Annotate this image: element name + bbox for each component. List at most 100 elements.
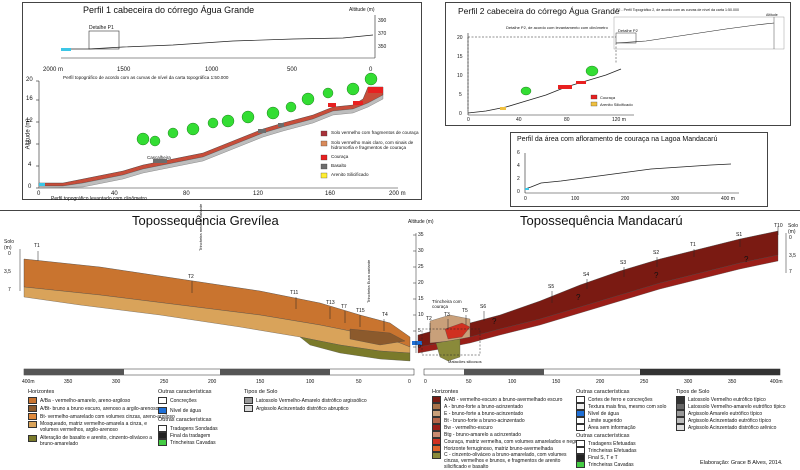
right-scale-7: 350 xyxy=(728,379,737,385)
panel-1-legend-2: Couraça xyxy=(331,154,349,159)
inset-1-ytick-1: 370 xyxy=(378,31,387,37)
panel-1-callout: Cascalheira xyxy=(147,155,171,160)
right-legend-other-4: Área sem informação xyxy=(576,424,636,431)
right-scale-4: 200 xyxy=(596,379,605,385)
right-legend-horizon-4-label: Bw - vermelho-escuro xyxy=(444,424,493,431)
title-mandacaru: Topossequência Mandacarú xyxy=(520,213,683,228)
left-legend-horizon-4-label: Alteração de basalto e arenito, cinzento… xyxy=(40,435,153,447)
panel-1-xtick-0: 0 xyxy=(37,191,41,197)
right-legend-horizon-6-label: Couraça, matriz vermelha, com volumes am… xyxy=(444,438,582,445)
left-soil-tick-2: 7 xyxy=(8,287,11,293)
trench-right-t5: T5 xyxy=(462,308,468,314)
left-legend-other2-0-label: Tradagens Sondadas xyxy=(170,425,218,432)
left-legend-horizon-0: A/Ba - vermelho-amarelo, areno-argiloso xyxy=(28,397,130,404)
panel-1-xtick-5: 200 m xyxy=(389,191,406,197)
panel-topossequencias: Topossequência Grevílea Topossequência M… xyxy=(0,204,800,470)
trench-right-t10: T10 xyxy=(774,223,783,229)
panel-1-legend-swatch-4 xyxy=(320,172,328,179)
left-legend-horizon-1: A/Bt- bruno a bruno escuro, arenoso a ar… xyxy=(28,405,158,412)
panel-2-xtick-3: 120 m xyxy=(612,117,626,123)
trench-left-t15: T15 xyxy=(356,308,365,314)
panel-1-trees xyxy=(136,72,378,147)
panel-1-ytick-4: 16 xyxy=(26,96,33,102)
panel-1-ytick-3: 12 xyxy=(26,118,33,124)
left-scale-7: 50 xyxy=(356,379,362,385)
center-tick-7: 0 xyxy=(418,344,421,350)
left-legend-other-0: Concreções xyxy=(158,397,197,404)
inset-1-axis-title: Altitude (m) xyxy=(349,7,375,13)
right-soil-tick-1: 3,5 xyxy=(789,253,796,259)
panel-mandacaru-profile: Perfil da área com afloramento de couraç… xyxy=(510,132,768,207)
right-legend-horizon-5-label: Btg - bruno-amarelo a acinzentado xyxy=(444,431,521,438)
question-mark-4: ? xyxy=(744,255,749,264)
panel-2-ytick-3: 15 xyxy=(457,54,463,60)
panel-2-profile xyxy=(467,68,622,114)
panel-1-legend-1: Solo vermelho mais claro, com sinais de … xyxy=(331,140,414,150)
mandacaru-horizon-c xyxy=(435,338,461,362)
right-legend-horizons-title: Horizontes xyxy=(432,389,459,395)
annotation-medida: Trincheira medida variante xyxy=(198,203,203,251)
left-legend-soils-title: Tipos de Solo xyxy=(244,389,278,395)
right-legend-other-0-label: Cortes de ferro e concreções xyxy=(588,396,653,403)
trench-left-t2: T2 xyxy=(188,274,194,280)
panel-3-xtick-1: 100 xyxy=(571,196,580,202)
panel-2-legend-swatch-0 xyxy=(590,94,598,100)
question-mark-1: ? xyxy=(492,317,497,326)
right-scale-2: 100 xyxy=(508,379,517,385)
left-scale-8: 0 xyxy=(408,379,411,385)
right-legend-soil-2-label: Argissolo Amarelo eutrófico típico xyxy=(688,410,763,417)
inset-1-ytick-0: 390 xyxy=(378,18,387,24)
inset-1-xtick-2: 1000 xyxy=(205,67,219,73)
panel-2-ytick-0: 0 xyxy=(459,111,462,117)
left-legend-soil-1: Argissolo Acinzentado distrófico abrupti… xyxy=(244,405,349,412)
right-legend-soil-3: Argissolo Acinzentado eutrófico típico xyxy=(676,417,771,424)
left-scale-6: 100 xyxy=(306,379,315,385)
inset-1-profile xyxy=(61,34,374,50)
panel-2-detail-label: Detalhe P2 xyxy=(618,28,638,33)
panel-2-ytick-4: 20 xyxy=(457,35,463,41)
panel-2-legend-0: Couraça xyxy=(600,95,616,100)
panel-3-ytick-1: 2 xyxy=(517,176,520,182)
panel-1-legend-swatch-0 xyxy=(320,130,328,137)
panel-1-x-caption: Perfil topográfico levantado com clinôme… xyxy=(51,196,147,202)
annotation-euca: Trincheira Euca variante xyxy=(366,259,371,303)
trench-right-t3: T3 xyxy=(444,312,450,318)
right-legend-horizon-1: A - bruno-forte a bruno-acinzentado xyxy=(432,403,523,410)
center-tick-5: 10 xyxy=(418,312,424,318)
inset-1-xtick-3: 500 xyxy=(287,67,298,73)
topossequence-diagram xyxy=(19,227,787,376)
left-legend-horizon-1-label: A/Bt- bruno a bruno escuro, arenoso a ar… xyxy=(40,405,159,412)
inset-1-xtick-1: 1500 xyxy=(117,67,131,73)
panel-1-title: Perfil 1 cabeceira do córrego Água Grand… xyxy=(83,5,255,15)
trench-right-t2: T2 xyxy=(426,316,432,322)
panel-1-ytick-1: 4 xyxy=(28,162,32,168)
panel-2-ytick-1: 5 xyxy=(459,92,462,98)
right-scale-3: 150 xyxy=(552,379,561,385)
panel-1-ytick-0: 0 xyxy=(28,184,32,190)
right-legend-horizon-8: C - cinzento-oliváceo a bruno-amarelado,… xyxy=(432,452,570,470)
left-legend-soil-0: Latossolo Vermelho-Amarelo distrófico ar… xyxy=(244,397,367,404)
right-scale-5: 250 xyxy=(640,379,649,385)
inset-1-caption: Perfil topográfico de acordo com as curv… xyxy=(63,75,229,80)
right-legend-other-1: Textura mais fina, mesmo com solo xyxy=(576,403,666,410)
center-tick-3: 20 xyxy=(418,280,424,286)
trench-left-t13: T13 xyxy=(326,300,335,306)
panel-2-xtick-0: 0 xyxy=(467,117,470,123)
panel-1-water xyxy=(39,183,45,186)
right-legend-horizon-7: Horizonte ferruginoso, matriz bruno-aver… xyxy=(432,445,553,452)
panel-2-inset-axis: Altitude xyxy=(766,13,778,17)
right-soil-axis-title: Solo (m) xyxy=(788,223,799,235)
right-scale-1: 50 xyxy=(466,379,472,385)
panel-2-xtick-2: 80 xyxy=(564,117,570,123)
panel-1-legend-swatch-1 xyxy=(320,140,328,147)
right-legend-other-0: Cortes de ferro e concreções xyxy=(576,396,652,403)
left-legend-other-0-label: Concreções xyxy=(170,397,197,404)
right-legend-soil-1-label: Latossolo Vermelho-amarelo eutrófico típ… xyxy=(688,403,786,410)
right-legend-other-3: Limite sugerido xyxy=(576,417,622,424)
right-legend-other-2: Nível de água xyxy=(576,410,619,417)
left-scale-4: 200 xyxy=(208,379,217,385)
left-legend-horizon-0-label: A/Ba - vermelho-amarelo, areno-argiloso xyxy=(40,397,131,404)
right-scale-0: 0 xyxy=(424,379,427,385)
right-legend-other2-title: Outras características xyxy=(576,433,630,439)
inset-1-xtick-0: 2000 m xyxy=(43,67,64,73)
